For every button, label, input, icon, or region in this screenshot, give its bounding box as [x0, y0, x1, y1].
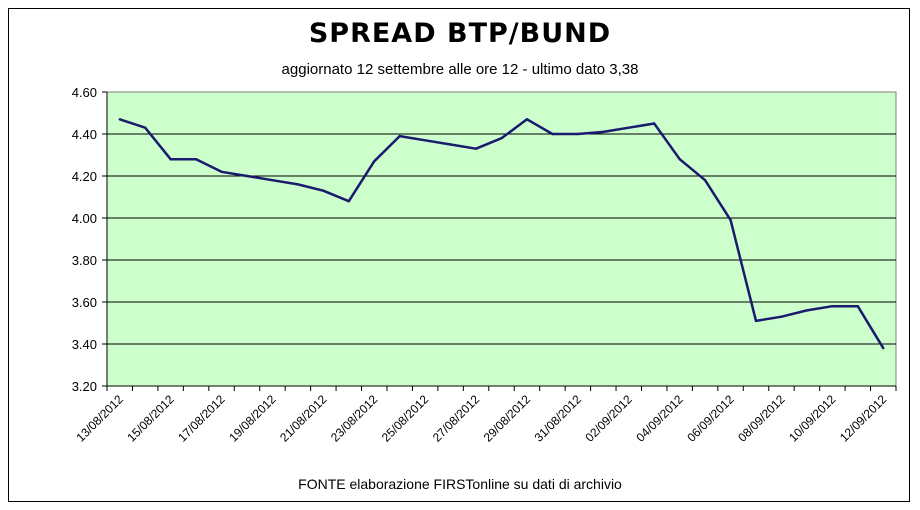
- data-point: [373, 160, 376, 163]
- y-tick-label: 4.60: [72, 85, 97, 100]
- data-point: [551, 132, 554, 136]
- data-point: [296, 183, 300, 186]
- y-tick-label: 3.20: [72, 379, 97, 394]
- data-point: [143, 126, 147, 129]
- x-tick-label: 23/08/2012: [328, 392, 381, 445]
- data-point: [525, 118, 529, 121]
- x-tick-label: 02/09/2012: [583, 392, 636, 445]
- data-point: [780, 315, 783, 318]
- y-tick-label: 4.40: [72, 127, 97, 142]
- x-tick-label: 17/08/2012: [175, 392, 228, 445]
- data-point: [423, 139, 427, 142]
- chart-title: SPREAD BTP/BUND: [308, 18, 612, 49]
- data-point: [805, 309, 809, 312]
- data-point: [882, 347, 885, 350]
- x-axis: 13/08/201215/08/201217/08/201219/08/2012…: [73, 385, 897, 445]
- data-point: [169, 158, 172, 161]
- data-point: [245, 174, 249, 178]
- x-tick-label: 06/09/2012: [684, 392, 737, 445]
- data-point: [194, 158, 198, 161]
- plot-area: [106, 91, 897, 387]
- data-point: [500, 137, 503, 140]
- x-tick-label: 27/08/2012: [430, 392, 483, 445]
- y-tick-label: 3.80: [72, 253, 97, 268]
- y-axis: 3.20 3.40 3.60 3.80 4.00 4.20 4.40 4.60: [72, 85, 108, 394]
- data-point: [271, 179, 274, 182]
- data-point: [322, 189, 325, 192]
- x-tick-label: 13/08/2012: [73, 392, 126, 445]
- data-point: [831, 305, 834, 308]
- x-tick-label: 21/08/2012: [277, 392, 330, 445]
- data-point: [118, 118, 121, 121]
- data-point: [754, 319, 758, 323]
- chart-source-note: FONTE elaborazione FIRSTonline su dati d…: [298, 476, 622, 492]
- data-point: [449, 143, 452, 146]
- series-layer: [118, 118, 885, 350]
- y-tick-label: 4.20: [72, 169, 97, 184]
- data-point: [347, 200, 350, 203]
- plot-background: [106, 91, 897, 387]
- x-tick-label: 25/08/2012: [379, 392, 432, 445]
- x-tick-label: 19/08/2012: [226, 392, 279, 445]
- data-point: [602, 130, 605, 134]
- x-tick-label: 10/09/2012: [786, 392, 839, 445]
- data-point: [678, 158, 681, 161]
- x-tick-label: 31/08/2012: [532, 392, 585, 445]
- y-tick-label: 3.40: [72, 337, 97, 352]
- y-tick-label: 4.00: [72, 211, 97, 226]
- data-point: [627, 126, 630, 129]
- data-point: [474, 147, 478, 150]
- x-tick-label: 04/09/2012: [633, 392, 686, 445]
- chart-subtitle: aggiornato 12 settembre alle ore 12 - ul…: [281, 61, 639, 78]
- data-point: [576, 132, 580, 136]
- x-tick-label: 12/09/2012: [837, 392, 890, 445]
- data-point: [729, 218, 732, 222]
- y-tick-label: 3.60: [72, 295, 97, 310]
- x-tick-label: 15/08/2012: [124, 392, 177, 445]
- data-point: [703, 179, 707, 182]
- data-point: [398, 134, 401, 138]
- data-point: [220, 170, 223, 173]
- x-tick-label: 29/08/2012: [481, 392, 534, 445]
- x-tick-label: 08/09/2012: [735, 392, 788, 445]
- data-point: [856, 305, 860, 308]
- data-point: [653, 122, 656, 125]
